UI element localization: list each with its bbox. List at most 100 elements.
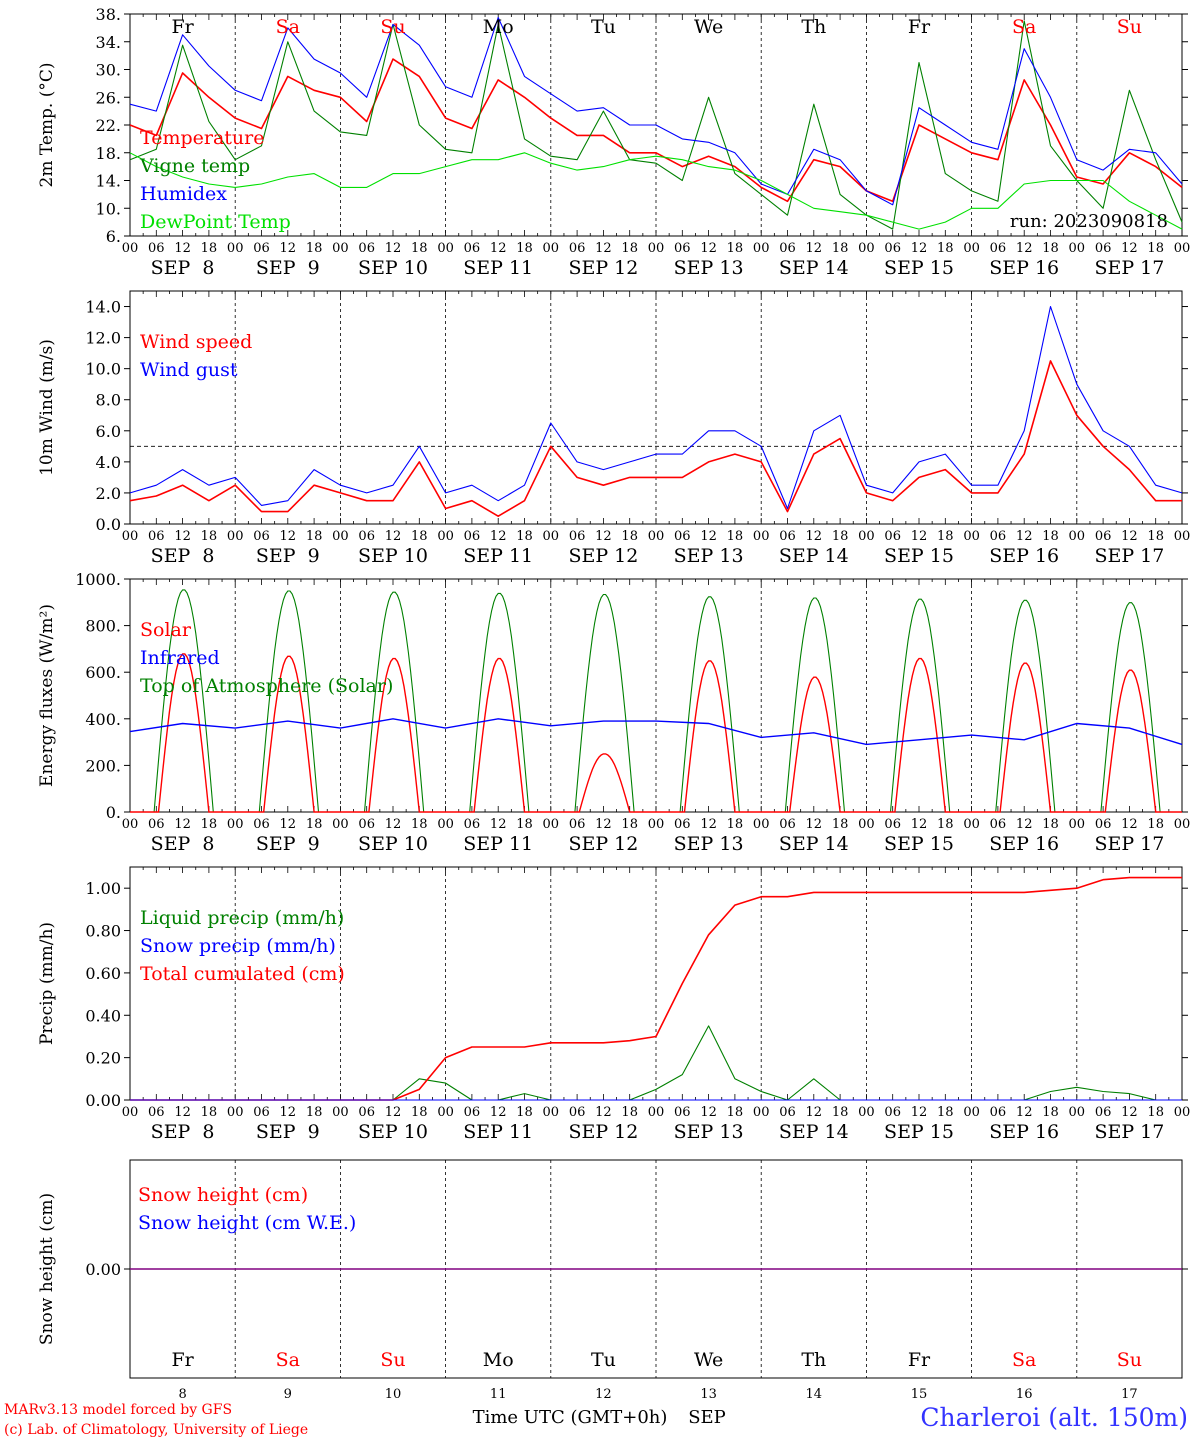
hour-tick-label: 00 — [753, 817, 770, 832]
hour-tick-label: 06 — [569, 529, 586, 544]
hour-tick-label: 06 — [990, 241, 1007, 256]
date-label: SEP 8 — [151, 257, 215, 279]
day-number: 16 — [1016, 1387, 1033, 1402]
hour-tick-label: 06 — [990, 529, 1007, 544]
y-tick-label: 0. — [106, 803, 121, 822]
hour-tick-label: 00 — [1174, 1105, 1191, 1120]
x-axis-month: SEP — [688, 1407, 726, 1428]
day-number: 12 — [595, 1387, 612, 1402]
hour-tick-label: 06 — [148, 241, 165, 256]
date-label: SEP 13 — [674, 257, 744, 279]
hour-tick-label: 12 — [490, 529, 507, 544]
hour-tick-label: 00 — [1069, 529, 1086, 544]
legend-total-cumulated-cm: Total cumulated (cm) — [140, 963, 345, 985]
hour-tick-label: 06 — [148, 529, 165, 544]
y-tick-label: 2.0 — [96, 484, 121, 503]
date-label: SEP 16 — [989, 1121, 1059, 1143]
hour-tick-label: 06 — [253, 529, 270, 544]
legend-temperature: Temperature — [140, 127, 264, 149]
hour-tick-label: 00 — [543, 241, 560, 256]
y-tick-label: 26. — [96, 88, 121, 107]
hour-tick-label: 06 — [464, 1105, 481, 1120]
y-tick-label: 0.60 — [85, 964, 121, 983]
hour-tick-label: 06 — [358, 241, 375, 256]
hour-tick-label: 06 — [464, 241, 481, 256]
date-label: SEP 16 — [989, 545, 1059, 567]
series-solar — [130, 653, 1182, 813]
day-number: 17 — [1121, 1387, 1138, 1402]
hour-tick-label: 12 — [595, 817, 612, 832]
hour-tick-label: 18 — [621, 817, 638, 832]
hour-tick-label: 18 — [201, 241, 218, 256]
y-axis-label: 2m Temp. (°C) — [37, 62, 57, 187]
hour-tick-label: 12 — [385, 529, 402, 544]
legend-snow-precip-mm-h: Snow precip (mm/h) — [140, 935, 336, 957]
hour-tick-label: 18 — [832, 817, 849, 832]
day-name: We — [694, 1349, 723, 1371]
y-tick-label: 1.00 — [85, 879, 121, 898]
legend-vigne-temp: Vigne temp — [139, 155, 250, 177]
hour-tick-label: 06 — [253, 241, 270, 256]
hour-tick-label: 06 — [674, 1105, 691, 1120]
date-label: SEP 12 — [568, 1121, 638, 1143]
hour-tick-label: 18 — [516, 241, 533, 256]
date-label: SEP 15 — [884, 1121, 954, 1143]
date-label: SEP 14 — [779, 1121, 849, 1143]
date-label: SEP 8 — [151, 545, 215, 567]
hour-tick-label: 18 — [1042, 1105, 1059, 1120]
hour-tick-label: 18 — [621, 529, 638, 544]
date-label: SEP 13 — [674, 833, 744, 855]
hour-tick-label: 18 — [621, 241, 638, 256]
hour-tick-label: 12 — [174, 529, 191, 544]
hour-tick-label: 18 — [1042, 241, 1059, 256]
date-label: SEP 12 — [568, 257, 638, 279]
hour-tick-label: 00 — [963, 817, 980, 832]
hour-tick-label: 18 — [306, 529, 323, 544]
y-tick-label: 14.0 — [85, 298, 121, 317]
hour-tick-label: 18 — [516, 817, 533, 832]
y-tick-label: 4.0 — [96, 453, 121, 472]
day-name: Th — [801, 1349, 826, 1371]
y-tick-label: 0.00 — [85, 1260, 121, 1279]
day-name: Tu — [591, 1349, 616, 1371]
hour-tick-label: 00 — [1069, 817, 1086, 832]
hour-tick-label: 12 — [700, 817, 717, 832]
hour-tick-label: 18 — [411, 817, 428, 832]
day-name: Sa — [276, 1349, 300, 1371]
hour-tick-label: 00 — [648, 241, 665, 256]
hour-tick-label: 18 — [937, 817, 954, 832]
legend-solar: Solar — [140, 619, 192, 641]
day-name: We — [694, 16, 723, 38]
date-label: SEP 12 — [568, 833, 638, 855]
date-label: SEP 13 — [674, 545, 744, 567]
hour-tick-label: 12 — [280, 529, 297, 544]
y-tick-label: 6. — [106, 227, 121, 246]
date-label: SEP 15 — [884, 545, 954, 567]
hour-tick-label: 06 — [569, 1105, 586, 1120]
date-label: SEP 14 — [779, 257, 849, 279]
hour-tick-label: 00 — [648, 529, 665, 544]
panel-5: 0.00 Snow height (cm) Snow height (cm) Snow… — [37, 1159, 1188, 1402]
hour-tick-label: 18 — [306, 1105, 323, 1120]
y-tick-label: 0.0 — [96, 515, 121, 534]
hour-tick-label: 00 — [858, 817, 875, 832]
hour-tick-label: 12 — [280, 1105, 297, 1120]
y-tick-label: 200. — [85, 756, 121, 775]
date-label: SEP 12 — [568, 545, 638, 567]
day-name: Tu — [591, 16, 616, 38]
day-number: 8 — [178, 1387, 186, 1402]
hour-tick-label: 12 — [490, 1105, 507, 1120]
hour-tick-label: 00 — [753, 529, 770, 544]
hour-tick-label: 12 — [1121, 241, 1138, 256]
hour-tick-label: 12 — [911, 817, 928, 832]
hour-tick-label: 00 — [437, 817, 454, 832]
series-dewpoint-temp — [129, 152, 1183, 230]
day-name: Sa — [276, 16, 300, 38]
legend-liquid-precip-mm-h: Liquid precip (mm/h) — [140, 907, 344, 929]
hour-tick-label: 00 — [122, 817, 139, 832]
date-label: SEP 10 — [358, 1121, 428, 1143]
y-tick-label: 10.0 — [85, 360, 121, 379]
hour-tick-label: 06 — [779, 817, 796, 832]
day-name: Mo — [483, 1349, 514, 1371]
x-axis-title: Time UTC (GMT+0h) — [473, 1407, 668, 1428]
